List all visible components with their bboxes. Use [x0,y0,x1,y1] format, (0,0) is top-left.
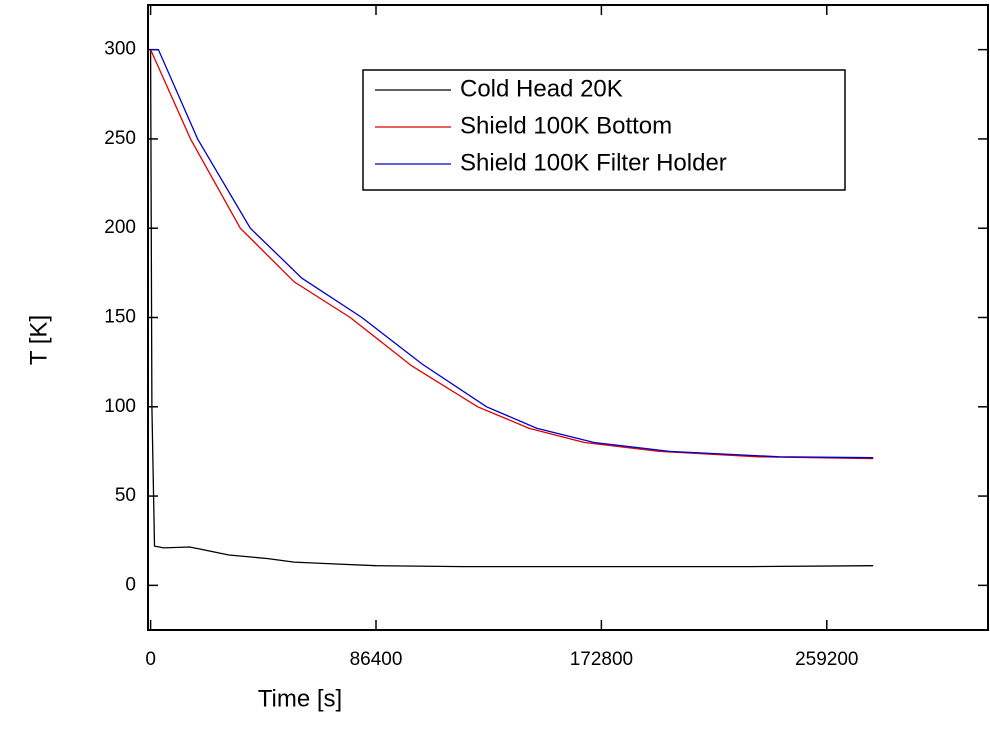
y-tick-label: 0 [125,574,136,595]
x-tick-label: 172800 [570,649,633,670]
y-tick-label: 50 [115,485,136,506]
legend-label: Shield 100K Bottom [460,112,672,139]
x-tick-label: 86400 [350,649,403,670]
series-line [150,48,874,459]
y-tick-label: 150 [104,307,136,328]
legend-label: Cold Head 20K [460,75,623,102]
y-axis-label: T [K] [25,315,52,365]
y-tick-label: 200 [104,217,136,238]
x-tick-label: 0 [145,649,156,670]
y-tick-label: 100 [104,396,136,417]
y-tick-label: 300 [104,39,136,60]
x-axis-label: Time [s] [258,685,342,712]
legend-label: Shield 100K Filter Holder [460,149,727,176]
y-tick-label: 250 [104,128,136,149]
series-line [149,49,874,568]
x-tick-label: 259200 [795,649,858,670]
